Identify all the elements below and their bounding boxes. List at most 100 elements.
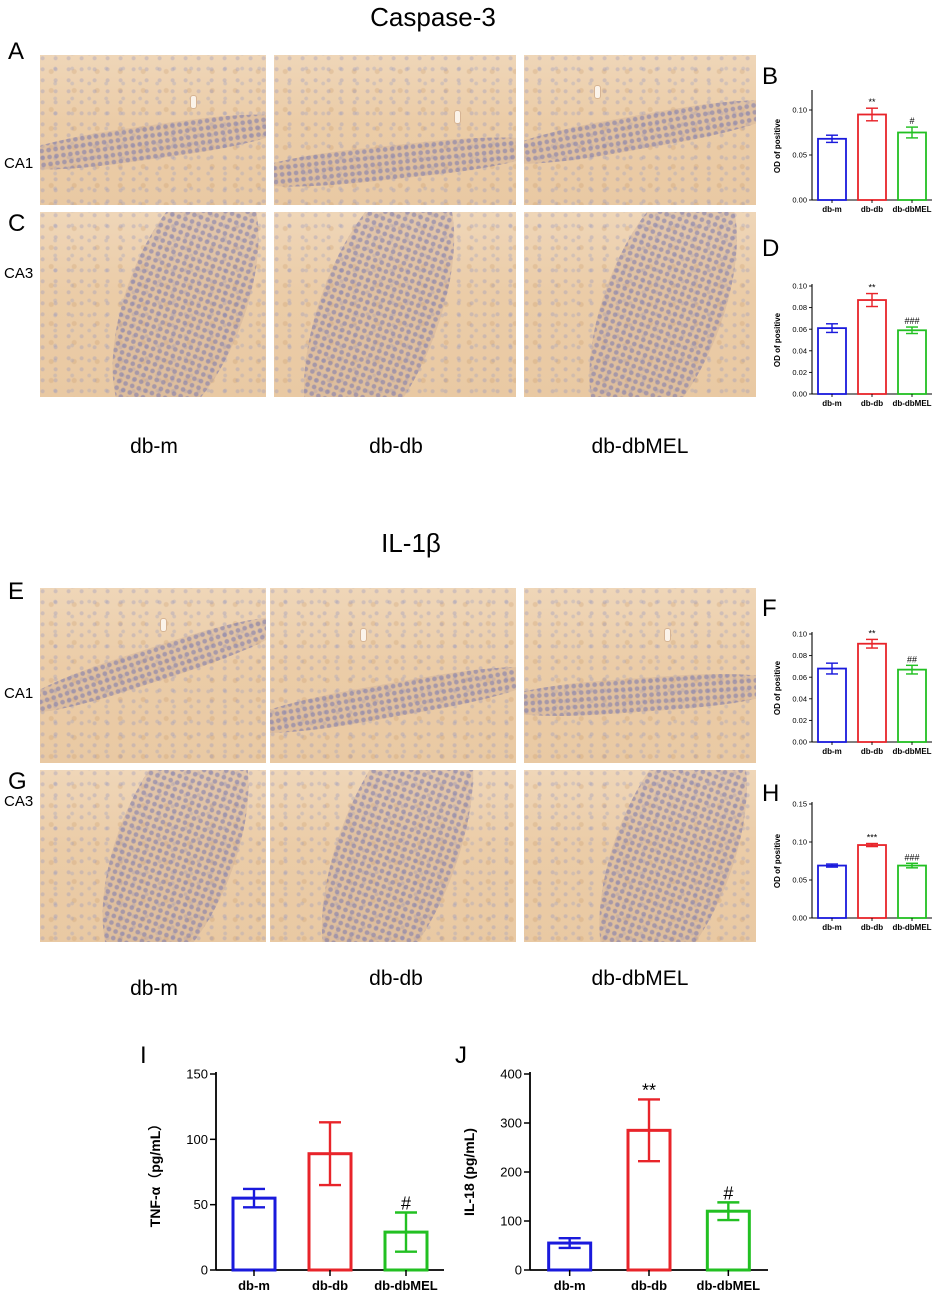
panel-letter-h: H — [762, 780, 780, 807]
region-label-ca1-mid: CA1 — [4, 685, 34, 702]
chart-h-il1b-ca3: OD of positive 0.00 0.05 0.10 0.15 db-m db-db *… — [773, 800, 932, 932]
chart-h-ytick-label: 0.10 — [792, 838, 807, 847]
panel-letter-b: B — [762, 63, 779, 90]
chart-f-xtick-label-db-db: db-db — [861, 747, 883, 756]
group-label-dbm-top: db-m — [130, 435, 178, 458]
chart-i-xtick-label-db-m: db-m — [238, 1278, 270, 1293]
caspase3-title: Caspase-3 — [370, 2, 496, 32]
chart-d-xtick-label-db-dbMEL: db-dbMEL — [892, 399, 931, 408]
chart-d-ytick-label: 0.04 — [792, 346, 807, 355]
chart-f-ytick-label: 0.02 — [792, 716, 807, 725]
chart-d-xtick-label-db-db: db-db — [861, 399, 883, 408]
chart-d-significance-db-dbMEL: ### — [904, 316, 919, 326]
chart-b-significance-db-dbMEL: # — [909, 116, 914, 126]
chart-d-ytick-label: 0.06 — [792, 325, 807, 334]
chart-i-ytick-label: 0 — [201, 1263, 208, 1278]
chart-f-xtick-label-db-dbMEL: db-dbMEL — [892, 747, 931, 756]
chart-h-bar-db-db — [857, 844, 887, 919]
chart-h-xtick-label-db-dbMEL: db-dbMEL — [892, 923, 931, 932]
micrograph-il1b-ca1-dbdbmel — [524, 588, 756, 763]
panel-letter-d: D — [762, 235, 780, 262]
chart-b-xtick-label-db-db: db-db — [861, 205, 883, 214]
micrograph-caspase3-ca1-dbdb — [274, 55, 516, 205]
chart-f-bar-db-db — [857, 642, 887, 743]
chart-j-xtick-label-db-m: db-m — [554, 1278, 586, 1293]
chart-f-ytick-label: 0.08 — [792, 651, 807, 660]
panel-letter-e: E — [8, 578, 25, 605]
chart-b-bar-db-m — [817, 137, 847, 201]
chart-f-ytick-label: 0.10 — [792, 630, 807, 639]
chart-d-ytick-label: 0.00 — [792, 390, 807, 399]
panel-letter-i: I — [140, 1042, 147, 1069]
chart-b-caspase3-ca1: OD of positive 0.00 0.05 0.10 db-m db-db ** db-… — [773, 90, 932, 214]
chart-i-ytick-label: 100 — [186, 1132, 208, 1147]
chart-i-bar-db-m — [231, 1196, 277, 1272]
micrograph-caspase3-ca3-dbm — [40, 212, 266, 397]
chart-b-bar-db-dbMEL — [897, 131, 927, 201]
chart-f-il1b-ca1: OD of positive 0.00 0.02 0.04 0.06 0.08 0.10 db… — [773, 628, 932, 756]
micrograph-caspase3-ca3-dbdb — [274, 212, 516, 397]
chart-h-ytick-label: 0.05 — [792, 876, 807, 885]
chart-j-ytick-label: 200 — [500, 1165, 522, 1180]
micrograph-il1b-ca3-dbm — [40, 770, 266, 942]
chart-i-ytick-label: 50 — [194, 1197, 208, 1212]
chart-f-bar-db-m — [817, 667, 847, 743]
il1b-title: IL-1β — [381, 528, 441, 558]
panel-letter-a: A — [8, 38, 25, 65]
chart-h-ytick-label: 0.15 — [792, 800, 807, 809]
chart-j-ytick-label: 0 — [515, 1263, 522, 1278]
chart-i-xtick-label-db-db: db-db — [312, 1278, 348, 1293]
chart-h-significance-db-dbMEL: ### — [904, 852, 919, 862]
chart-i-significance-db-dbMEL: # — [401, 1194, 411, 1214]
chart-i-ytick-label: 150 — [186, 1067, 208, 1082]
chart-j-il18: IL-18 (pg/mL) 0 100 200 300 400 db-m db-db ** db-… — [462, 1067, 768, 1293]
chart-j-ytick-label: 400 — [500, 1067, 522, 1082]
chart-h-ylabel: OD of positive — [773, 833, 782, 888]
chart-d-ytick-label: 0.02 — [792, 368, 807, 377]
chart-f-ytick-label: 0.00 — [792, 738, 807, 747]
micrograph-caspase3-ca1-dbm — [40, 55, 266, 205]
chart-j-ytick-label: 300 — [500, 1116, 522, 1131]
chart-b-bar-db-db — [857, 113, 887, 201]
micrograph-caspase3-ca1-dbdbmel — [524, 55, 756, 205]
chart-j-significance-db-db: ** — [642, 1080, 656, 1100]
chart-d-ytick-label: 0.10 — [792, 282, 807, 291]
chart-b-ytick-label: 0.05 — [792, 151, 807, 160]
group-label-dbdbmel-top: db-dbMEL — [591, 435, 689, 458]
chart-h-significance-db-db: *** — [867, 833, 878, 843]
micrograph-il1b-ca3-dbdb — [270, 770, 516, 942]
chart-f-significance-db-dbMEL: ## — [907, 654, 917, 664]
chart-f-bar-db-dbMEL — [897, 668, 927, 743]
region-label-ca1-top: CA1 — [4, 155, 34, 172]
chart-j-significance-db-dbMEL: # — [723, 1183, 733, 1203]
chart-f-ylabel: OD of positive — [773, 660, 782, 715]
micrograph-il1b-ca3-dbdbmel — [524, 770, 756, 942]
group-label-dbdb-top: db-db — [369, 435, 423, 458]
chart-j-xtick-label-db-db: db-db — [631, 1278, 667, 1293]
chart-h-bar-db-dbMEL — [897, 864, 927, 919]
chart-j-ylabel: IL-18 (pg/mL) — [462, 1128, 477, 1216]
chart-b-ylabel: OD of positive — [773, 118, 782, 173]
micrograph-il1b-ca1-dbdb — [270, 588, 516, 763]
panel-letter-g: G — [8, 768, 27, 795]
chart-b-xtick-label-db-m: db-m — [822, 205, 842, 214]
panel-letter-j: J — [455, 1042, 467, 1069]
chart-b-significance-db-db: ** — [868, 97, 876, 107]
chart-b-ytick-label: 0.00 — [792, 196, 807, 205]
chart-i-ylabel: TNF-α（pg/mL） — [148, 1117, 163, 1227]
chart-i-xtick-label-db-dbMEL: db-dbMEL — [374, 1278, 438, 1293]
chart-f-xtick-label-db-m: db-m — [822, 747, 842, 756]
micrograph-il1b-ca1-dbm — [40, 588, 266, 763]
chart-d-caspase3-ca3: OD of positive 0.00 0.02 0.04 0.06 0.08 0.10 db… — [773, 282, 932, 408]
chart-d-ytick-label: 0.08 — [792, 303, 807, 312]
chart-h-xtick-label-db-db: db-db — [861, 923, 883, 932]
micrograph-caspase3-ca3-dbdbmel — [524, 212, 756, 397]
group-label-dbm-mid: db-m — [130, 977, 178, 1000]
panel-letter-c: C — [8, 210, 26, 237]
chart-d-bar-db-db — [857, 299, 887, 395]
chart-h-xtick-label-db-m: db-m — [822, 923, 842, 932]
chart-h-ytick-label: 0.00 — [792, 914, 807, 923]
chart-d-xtick-label-db-m: db-m — [822, 399, 842, 408]
chart-d-significance-db-db: ** — [868, 283, 876, 293]
chart-f-ytick-label: 0.04 — [792, 694, 807, 703]
